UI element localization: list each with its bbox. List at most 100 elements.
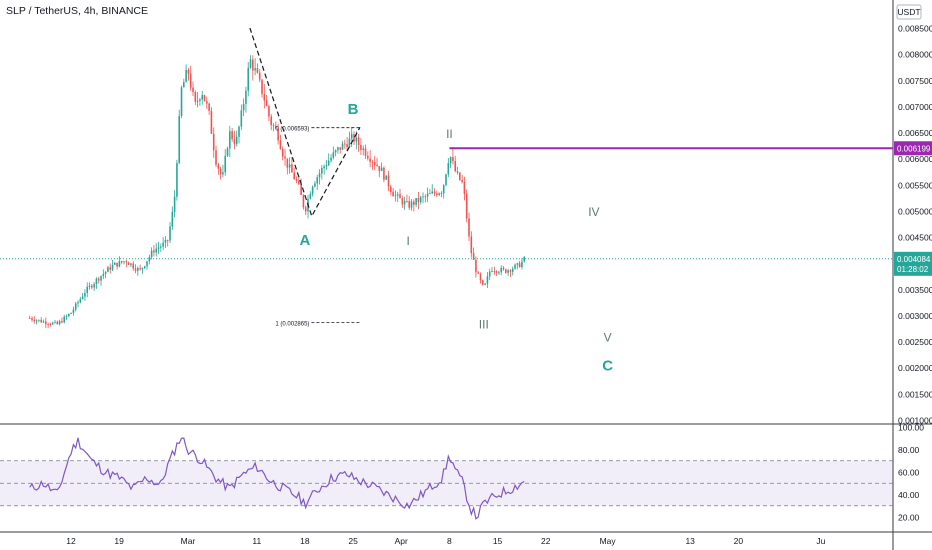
candle-body — [459, 172, 461, 180]
candle-body — [288, 164, 291, 168]
wave-label-b: B — [348, 101, 359, 118]
candle-body — [132, 263, 135, 269]
candle-body — [279, 140, 282, 149]
candle-body — [318, 173, 321, 178]
candle-body — [452, 157, 454, 161]
currency-label: USDT — [897, 7, 920, 17]
candle-body — [56, 321, 59, 325]
candle-body — [373, 162, 376, 165]
candle-body — [479, 273, 482, 281]
candle-body — [150, 250, 153, 257]
candle-body — [300, 183, 302, 195]
fib-level-label: 1 (0.002865) — [275, 322, 309, 328]
candle-body — [339, 147, 342, 150]
candle-body — [176, 162, 178, 197]
rsi-tick-label: 100.00 — [898, 423, 924, 433]
rsi-line — [29, 437, 525, 520]
candle-body — [495, 271, 498, 273]
candle-body — [231, 131, 233, 140]
candle-body — [295, 179, 298, 181]
candle-body — [160, 246, 162, 248]
time-tick-label: 19 — [114, 536, 124, 546]
candle-body — [498, 272, 500, 274]
time-tick-label: May — [600, 536, 617, 546]
candle-body — [54, 321, 56, 323]
time-tick-label: 12 — [66, 536, 76, 546]
time-tick-label: 18 — [300, 536, 310, 546]
candle-body — [222, 172, 224, 175]
candle-body — [431, 191, 434, 194]
candle-body — [325, 165, 328, 167]
price-tick-label: 0.004500 — [898, 233, 932, 243]
candle-body — [148, 256, 151, 262]
candle-body — [166, 240, 169, 241]
candle-body — [49, 324, 52, 326]
time-tick-label: 13 — [685, 536, 695, 546]
candle-body — [155, 248, 158, 253]
candle-body — [233, 139, 236, 144]
candle-body — [277, 128, 279, 141]
candle-body — [369, 158, 371, 162]
candle-body — [284, 156, 286, 159]
candle-body — [465, 193, 468, 219]
candle-body — [502, 267, 505, 270]
candle-body — [488, 271, 491, 277]
candle-body — [240, 110, 243, 127]
candle-body — [91, 285, 93, 288]
candle-body — [362, 148, 365, 150]
candle-body — [311, 186, 314, 194]
candle-body — [309, 193, 312, 199]
candle-body — [270, 116, 273, 126]
candle-body — [162, 242, 164, 247]
candle-body — [187, 69, 190, 74]
fib-level-label: 0 (0.006593) — [275, 127, 309, 133]
candle-body — [183, 82, 185, 88]
price-tick-label: 0.001500 — [898, 389, 932, 399]
candle-body — [367, 155, 369, 159]
candle-body — [410, 201, 413, 208]
candle-body — [215, 150, 217, 165]
time-tick-label: 8 — [447, 536, 452, 546]
candle-body — [245, 90, 247, 104]
candle-body — [178, 115, 181, 163]
candle-body — [206, 101, 208, 104]
symbol-header: SLP / TetherUS, 4h, BINANCE — [6, 5, 149, 17]
candle-body — [249, 59, 252, 68]
time-tick-label: 20 — [734, 536, 744, 546]
candle-body — [123, 261, 125, 263]
candle-body — [387, 175, 390, 187]
candle-body — [109, 267, 112, 270]
time-tick-label: Apr — [395, 536, 408, 546]
rsi-tick-label: 80.00 — [898, 445, 920, 455]
rsi-tick-label: 60.00 — [898, 468, 920, 478]
candle-body — [45, 321, 47, 325]
candle-body — [475, 259, 477, 273]
candle-body — [38, 319, 40, 321]
candle-body — [63, 316, 66, 323]
candle-body — [344, 143, 346, 145]
candle-body — [120, 261, 123, 263]
candle-body — [242, 103, 245, 111]
candle-body — [445, 174, 447, 186]
candle-body — [196, 100, 199, 102]
candle-body — [70, 312, 72, 314]
wave-label-a: A — [299, 232, 310, 249]
candle-body — [314, 183, 316, 187]
candle-body — [61, 321, 63, 323]
candle-body — [408, 201, 411, 208]
candle-body — [486, 276, 489, 284]
candle-body — [350, 134, 353, 139]
candle-body — [137, 268, 139, 271]
candle-body — [86, 286, 89, 294]
candle-body — [203, 95, 206, 102]
candle-body — [403, 200, 406, 205]
candle-body — [210, 110, 213, 134]
price-tick-label: 0.006000 — [898, 154, 932, 164]
candle-body — [298, 180, 300, 184]
candle-body — [360, 144, 362, 150]
current-price-label: 0.004084 — [897, 255, 931, 264]
candle-body — [130, 263, 132, 265]
candle-body — [334, 150, 337, 153]
candle-body — [304, 207, 307, 212]
